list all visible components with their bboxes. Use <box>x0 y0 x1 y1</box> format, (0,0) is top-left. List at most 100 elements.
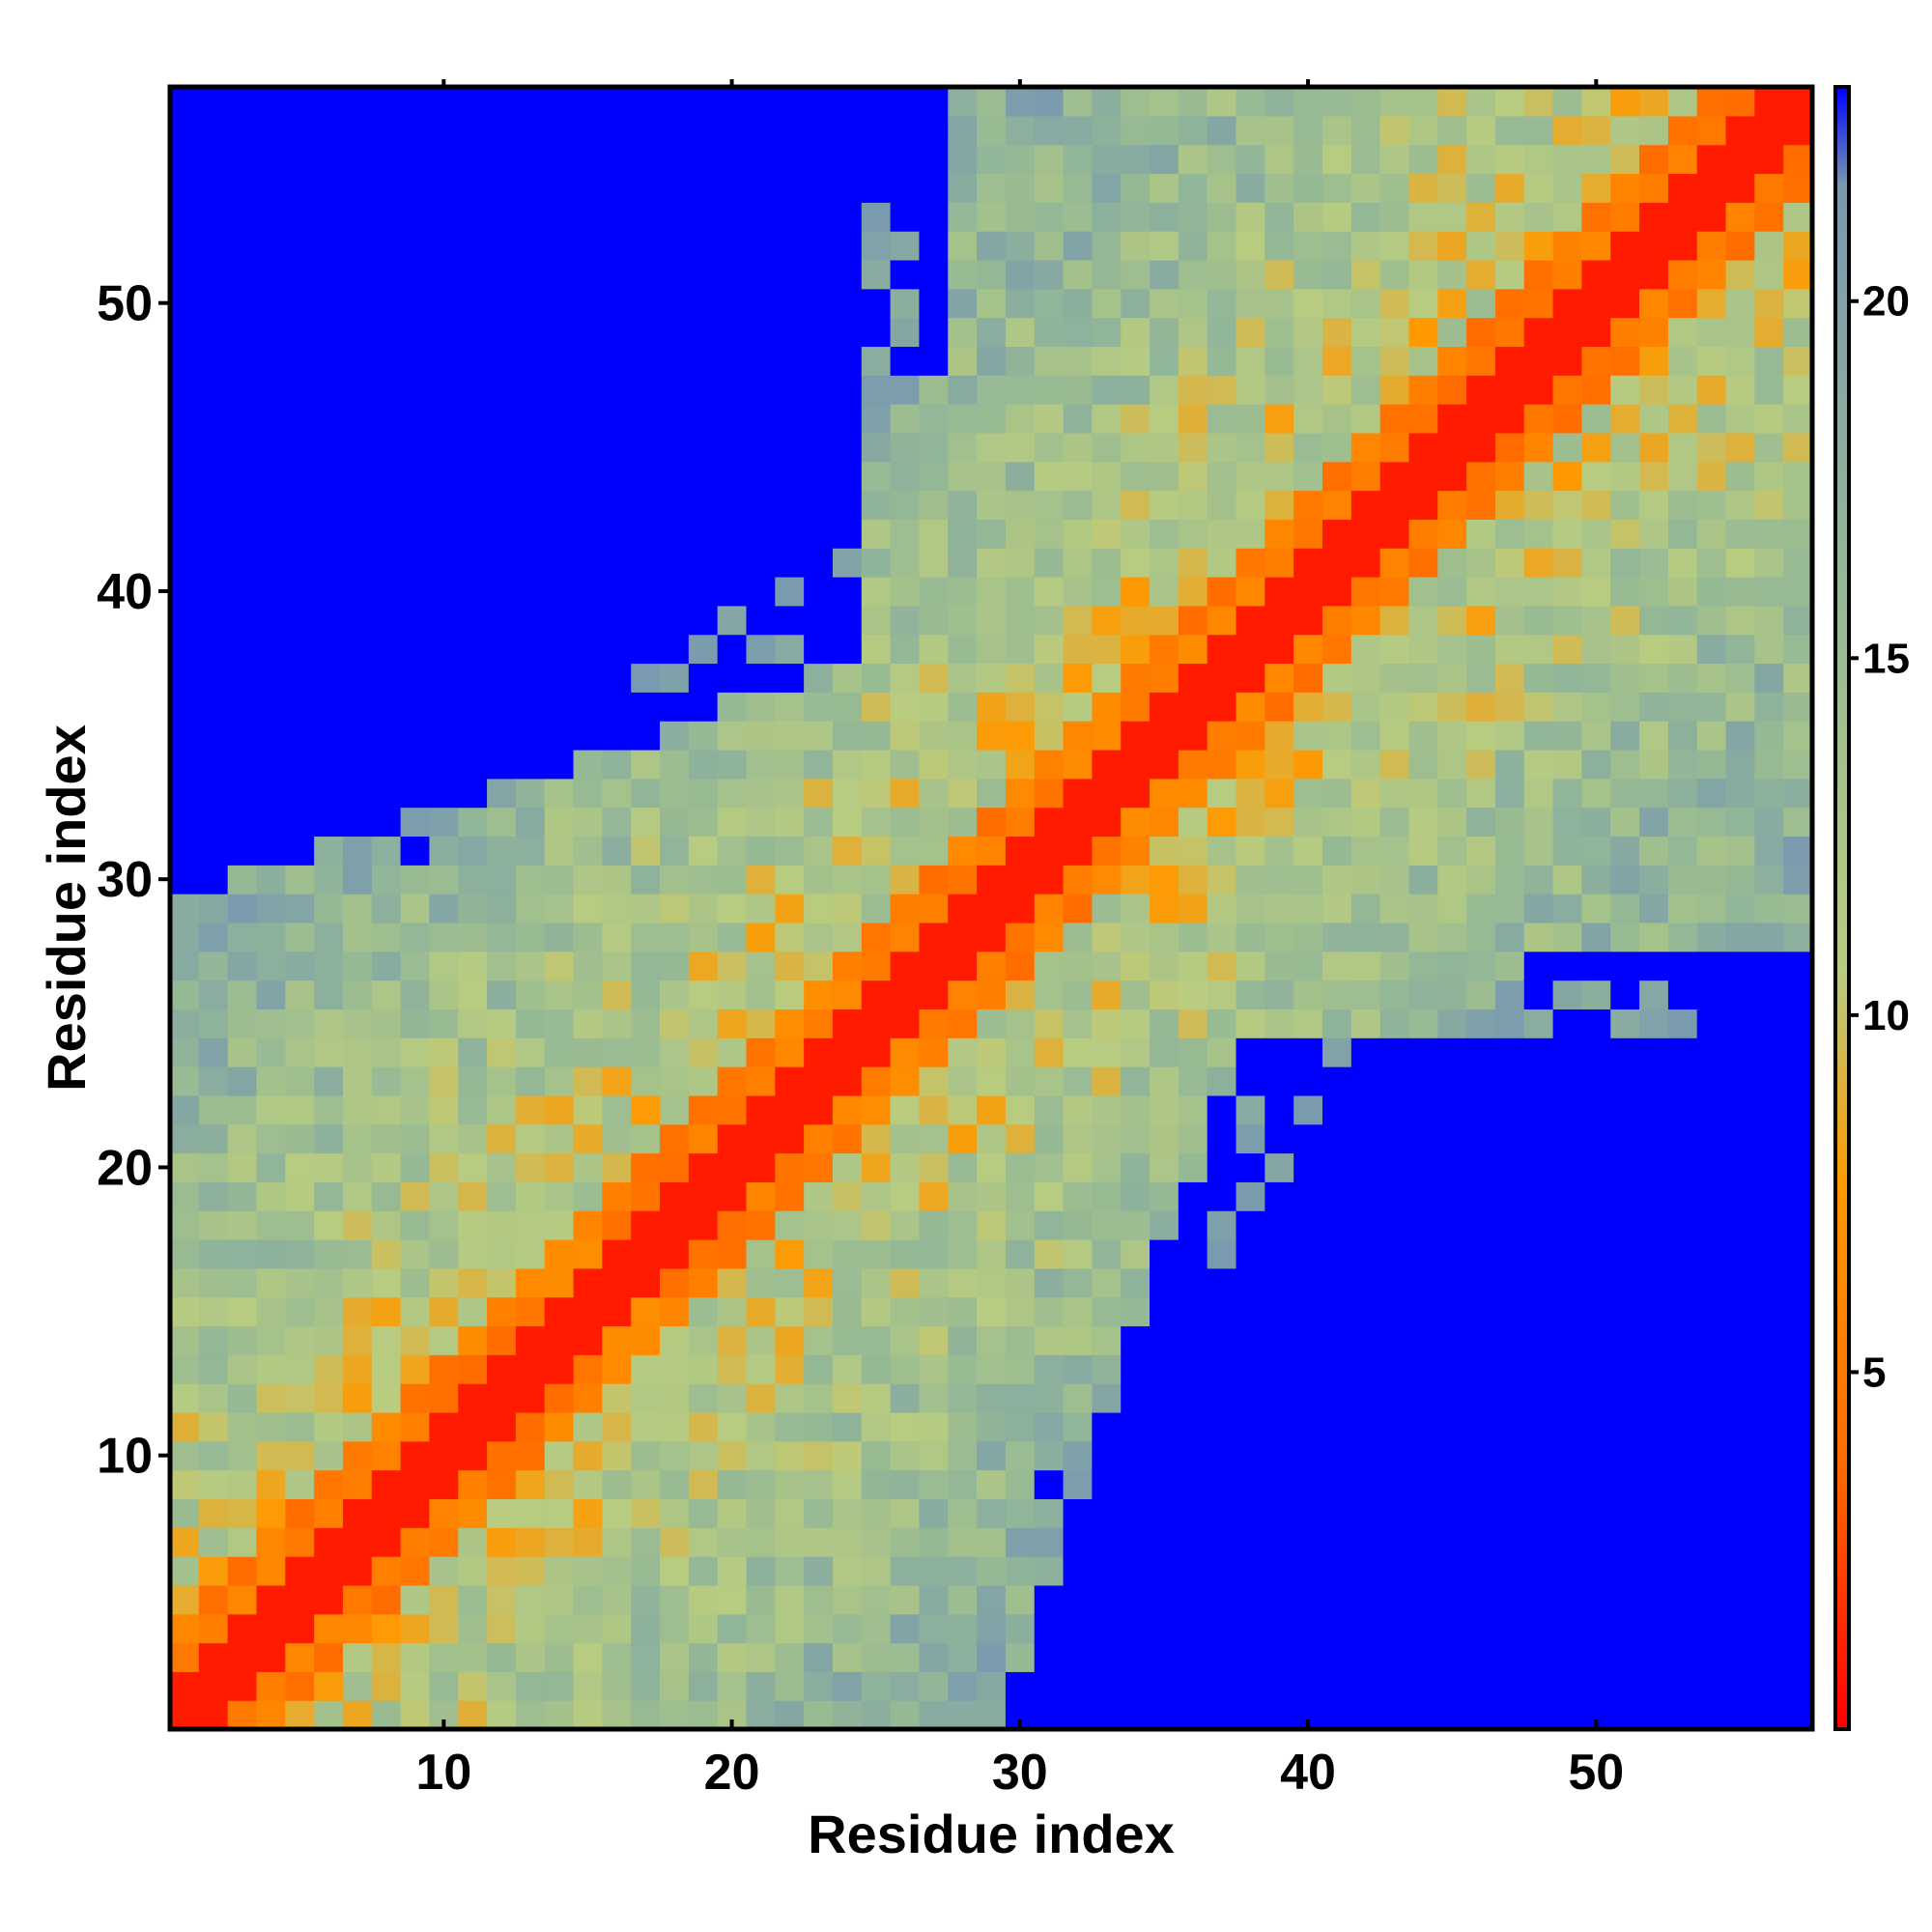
heatmap-cell <box>515 1556 546 1586</box>
heatmap-cell <box>1523 778 1554 809</box>
heatmap-cell <box>919 1671 949 1701</box>
heatmap-cell <box>342 605 373 636</box>
heatmap-cell <box>1293 807 1323 838</box>
heatmap-cell <box>429 1613 459 1644</box>
heatmap-cell <box>1639 1469 1669 1499</box>
heatmap-cell <box>1494 1296 1525 1327</box>
heatmap-cell <box>660 836 690 866</box>
heatmap-cell <box>198 980 229 1009</box>
heatmap-cell <box>1437 115 1467 146</box>
heatmap-cell <box>631 634 661 665</box>
heatmap-cell <box>977 951 1007 981</box>
heatmap-cell <box>1639 663 1669 693</box>
heatmap-cell <box>515 692 546 722</box>
heatmap-cell <box>1121 1642 1151 1672</box>
heatmap-cell <box>1696 1009 1727 1038</box>
heatmap-cell <box>890 1700 921 1730</box>
heatmap-cell <box>1293 1584 1323 1615</box>
heatmap-cell <box>1581 894 1611 923</box>
heatmap-cell <box>1207 663 1237 693</box>
heatmap-cell <box>1207 1556 1237 1586</box>
heatmap-cell <box>1063 144 1093 175</box>
heatmap-cell <box>314 577 344 607</box>
heatmap-cell <box>1350 432 1381 463</box>
heatmap-cell <box>1178 807 1208 838</box>
heatmap-cell <box>1639 1009 1669 1038</box>
heatmap-cell <box>1379 173 1410 203</box>
heatmap-cell <box>1236 721 1265 751</box>
heatmap-cell <box>948 749 978 780</box>
heatmap-cell <box>919 404 949 434</box>
heatmap-cell <box>256 980 286 1009</box>
heatmap-cell <box>1667 663 1698 693</box>
heatmap-cell <box>717 865 748 895</box>
heatmap-cell <box>1121 259 1151 290</box>
heatmap-cell <box>1005 1354 1036 1384</box>
heatmap-cell <box>804 548 834 578</box>
heatmap-cell <box>746 202 776 232</box>
heatmap-cell <box>198 749 229 780</box>
heatmap-cell <box>1696 749 1727 780</box>
heatmap-cell <box>1379 663 1410 693</box>
heatmap-cell <box>1610 259 1640 290</box>
heatmap-cell <box>429 1325 459 1355</box>
heatmap-cell <box>1063 432 1093 463</box>
heatmap-cell <box>631 1354 661 1384</box>
heatmap-cell <box>1264 749 1294 780</box>
heatmap-cell <box>861 231 892 261</box>
heatmap-cell <box>1350 1123 1381 1154</box>
heatmap-cell <box>1264 1094 1294 1125</box>
heatmap-cell <box>804 1411 834 1442</box>
heatmap-cell <box>861 1527 892 1557</box>
heatmap-cell <box>1783 865 1813 895</box>
heatmap-cell <box>429 1037 459 1067</box>
heatmap-cell <box>515 1296 546 1327</box>
heatmap-cell <box>1581 548 1611 578</box>
heatmap-cell <box>1379 1267 1410 1298</box>
heatmap-cell <box>1725 922 1755 952</box>
heatmap-cell <box>1581 577 1611 607</box>
heatmap-cell <box>746 87 776 117</box>
heatmap-cell <box>342 1671 373 1701</box>
heatmap-cell <box>1207 548 1237 578</box>
heatmap-cell <box>1696 259 1727 290</box>
heatmap-cell <box>1379 259 1410 290</box>
heatmap-cell <box>660 721 690 751</box>
heatmap-cell <box>977 577 1007 607</box>
heatmap-cell <box>1150 778 1179 809</box>
heatmap-cell <box>1293 951 1323 981</box>
heatmap-cell <box>1494 1066 1525 1096</box>
heatmap-cell <box>429 865 459 895</box>
heatmap-cell <box>1754 749 1784 780</box>
heatmap-cell <box>342 259 373 290</box>
heatmap-cell <box>544 721 575 751</box>
heatmap-cell <box>573 807 603 838</box>
heatmap-cell <box>804 663 834 693</box>
heatmap-cell <box>544 1354 575 1384</box>
heatmap-cell <box>227 836 258 866</box>
heatmap-cell <box>515 1411 546 1442</box>
heatmap-cell <box>717 894 748 923</box>
heatmap-cell <box>688 1296 719 1327</box>
heatmap-cell <box>1092 1094 1122 1125</box>
heatmap-cell <box>977 778 1007 809</box>
heatmap-cell <box>919 1210 949 1240</box>
heatmap-cell <box>1437 778 1467 809</box>
heatmap-cell <box>544 288 575 319</box>
heatmap-cell <box>573 144 603 175</box>
heatmap-cell <box>1121 605 1151 636</box>
heatmap-cell <box>1783 749 1813 780</box>
heatmap-cell <box>227 1556 258 1586</box>
heatmap-cell <box>631 1267 661 1298</box>
heatmap-cell <box>429 1556 459 1586</box>
heatmap-cell <box>948 807 978 838</box>
heatmap-cell <box>1350 692 1381 722</box>
heatmap-cell <box>400 605 431 636</box>
heatmap-cell <box>1610 749 1640 780</box>
heatmap-cell <box>1150 1700 1179 1730</box>
heatmap-cell <box>717 1411 748 1442</box>
heatmap-cell <box>977 980 1007 1009</box>
heatmap-cell <box>429 605 459 636</box>
heatmap-cell <box>256 1296 286 1327</box>
